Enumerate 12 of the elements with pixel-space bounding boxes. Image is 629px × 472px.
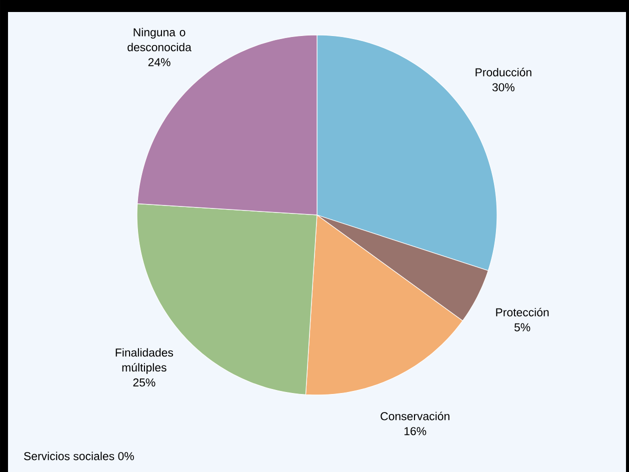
data-label: 30% xyxy=(492,83,514,92)
slice-label: Ninguna o desconocida xyxy=(128,28,192,52)
slice-label: Finalidades múltiples xyxy=(116,348,174,374)
slice-label: Conservación xyxy=(380,412,450,420)
slice-label: Producción xyxy=(476,68,532,76)
data-label: 16% xyxy=(404,427,426,436)
data-label: 24% xyxy=(148,58,170,66)
data-label: 25% xyxy=(133,378,156,387)
category-label: Servicios sociales xyxy=(24,452,114,460)
slice-label: Protección xyxy=(496,308,549,316)
text: 0% xyxy=(118,452,134,460)
data-label: 5% xyxy=(514,323,530,332)
